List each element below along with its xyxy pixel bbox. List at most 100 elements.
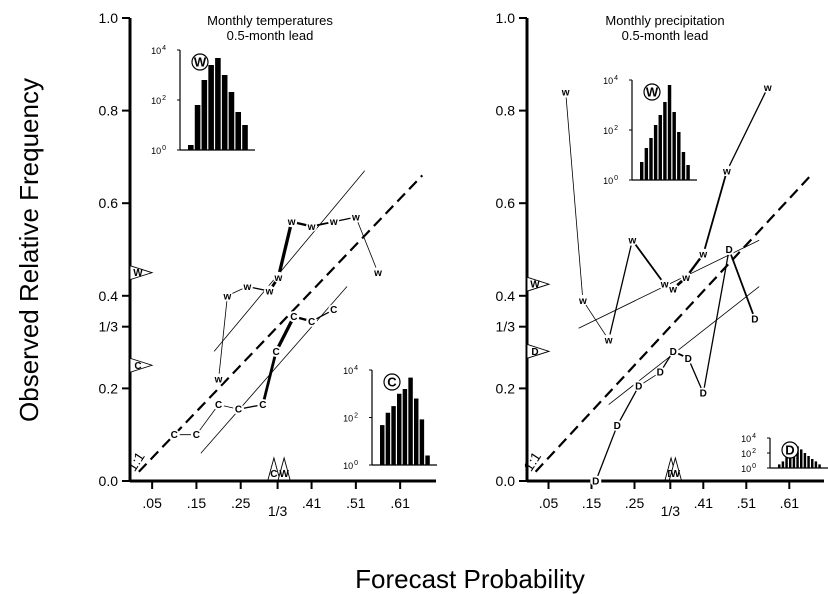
data-point: D <box>700 389 707 400</box>
point-bg <box>288 311 300 323</box>
series-segment <box>582 300 610 341</box>
x-tick-label: .41 <box>302 495 322 511</box>
inset-bar <box>792 449 796 468</box>
inset-label-circle <box>781 441 799 459</box>
data-point: w <box>763 83 772 94</box>
x-axis-marker <box>267 456 281 481</box>
x-tick-label: .61 <box>780 495 800 511</box>
y-tick-label: 0.6 <box>99 195 119 211</box>
data-point: C <box>235 405 242 416</box>
x-axis-marker <box>277 456 291 481</box>
series-segment <box>608 240 633 340</box>
point-bg <box>190 429 202 441</box>
point-bg <box>654 366 666 378</box>
inset-bar <box>663 102 667 180</box>
data-point: w <box>681 273 690 284</box>
inset-tick-exponent: 2 <box>752 448 756 455</box>
data-point: w <box>698 250 707 261</box>
inset-label: D <box>785 443 794 458</box>
inset-tick-label: 102 <box>151 95 166 106</box>
data-point: C <box>273 347 280 358</box>
inset-tick-label: 104 <box>741 433 756 444</box>
inset-bar <box>194 105 201 150</box>
inset-bar <box>667 85 672 180</box>
point-bg <box>590 475 602 487</box>
fit-line <box>200 286 348 454</box>
inset-bar <box>818 464 821 468</box>
series-segment <box>565 92 584 301</box>
inset-bar <box>785 456 788 468</box>
point-bg <box>697 387 709 399</box>
panel-title: Monthly precipitation <box>605 13 724 28</box>
series-segment <box>276 221 294 278</box>
inset-tick-exponent: 2 <box>354 413 358 420</box>
x-tick-label: .15 <box>582 495 602 511</box>
inset-bar <box>800 449 803 468</box>
point-bg <box>241 281 253 293</box>
inset-bar <box>188 145 194 150</box>
data-point: w <box>373 268 382 279</box>
panel-title: 0.5-month lead <box>227 28 314 43</box>
series-segment <box>355 216 379 273</box>
inset-histogram: 104 102 100 W <box>146 44 261 160</box>
inset-bar <box>672 112 676 180</box>
inset-histogram: 104 102 100 W <box>598 74 703 190</box>
point-bg <box>233 403 244 415</box>
series-segment <box>196 404 219 435</box>
inset-tick-exponent: 4 <box>162 45 166 52</box>
inset-bar <box>228 92 235 150</box>
series-segment <box>702 170 728 255</box>
inset-bar <box>681 152 686 180</box>
inset-label-circle <box>643 83 661 101</box>
y-tick-label: 0.8 <box>496 103 516 119</box>
data-point: D <box>685 354 692 365</box>
data-point: C <box>308 317 315 328</box>
x-axis-marker-label: W <box>279 469 289 480</box>
inset-tick-label: 100 <box>151 145 166 156</box>
panel-title: Monthly temperatures <box>207 13 333 28</box>
x-tick-label: .51 <box>737 495 757 511</box>
series-segment <box>702 249 730 394</box>
point-bg <box>560 86 572 98</box>
point-bg <box>270 345 282 357</box>
data-point: w <box>561 88 570 99</box>
y-tick-label: 0.2 <box>496 380 516 396</box>
data-point: C <box>193 430 200 441</box>
inset-bar <box>644 148 649 180</box>
diagonal-label: 1:1 <box>124 449 148 474</box>
inset-label: W <box>194 55 207 70</box>
inset-bar <box>789 453 792 468</box>
inset-bar <box>796 446 799 468</box>
series-segment <box>218 295 228 380</box>
series-segment <box>728 249 756 320</box>
diagonal-line <box>138 174 424 473</box>
point-bg <box>213 399 225 411</box>
inset-bar <box>402 389 408 465</box>
y-tick-label: 0.8 <box>99 103 119 119</box>
data-point: D <box>670 347 677 358</box>
series-segment <box>631 239 666 285</box>
point-bg <box>350 211 362 223</box>
data-point: C <box>215 400 222 411</box>
data-point: C <box>259 400 266 411</box>
y-tick-label: 0.4 <box>496 288 516 304</box>
inset-tick-label: 102 <box>741 448 756 459</box>
point-bg <box>626 234 638 246</box>
y-tick-label: 1/3 <box>99 319 119 335</box>
inset-bar <box>385 412 391 465</box>
data-point: w <box>265 287 274 298</box>
x-tick-label: .41 <box>694 495 714 511</box>
x-tick-label: .05 <box>142 495 162 511</box>
data-point: w <box>329 217 338 228</box>
climatology-marker-label: C <box>134 361 141 372</box>
inset-tick-label: 104 <box>343 365 358 376</box>
inset-label-circle <box>191 53 209 71</box>
climatology-marker <box>129 265 154 281</box>
inset-bar <box>201 80 208 150</box>
data-point: w <box>242 282 251 293</box>
x-tick-label: .15 <box>187 495 207 511</box>
climatology-marker-label: W <box>133 268 143 279</box>
inset-bar <box>781 461 785 468</box>
point-bg <box>611 419 623 431</box>
data-point: C <box>330 305 337 316</box>
